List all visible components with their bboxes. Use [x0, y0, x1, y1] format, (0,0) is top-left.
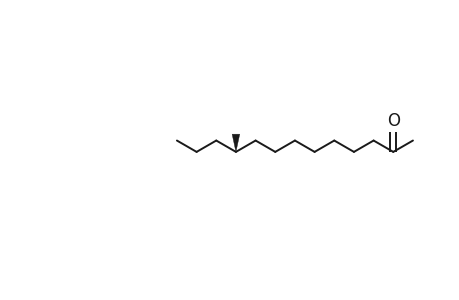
Text: O: O: [386, 112, 399, 130]
Polygon shape: [232, 134, 239, 152]
